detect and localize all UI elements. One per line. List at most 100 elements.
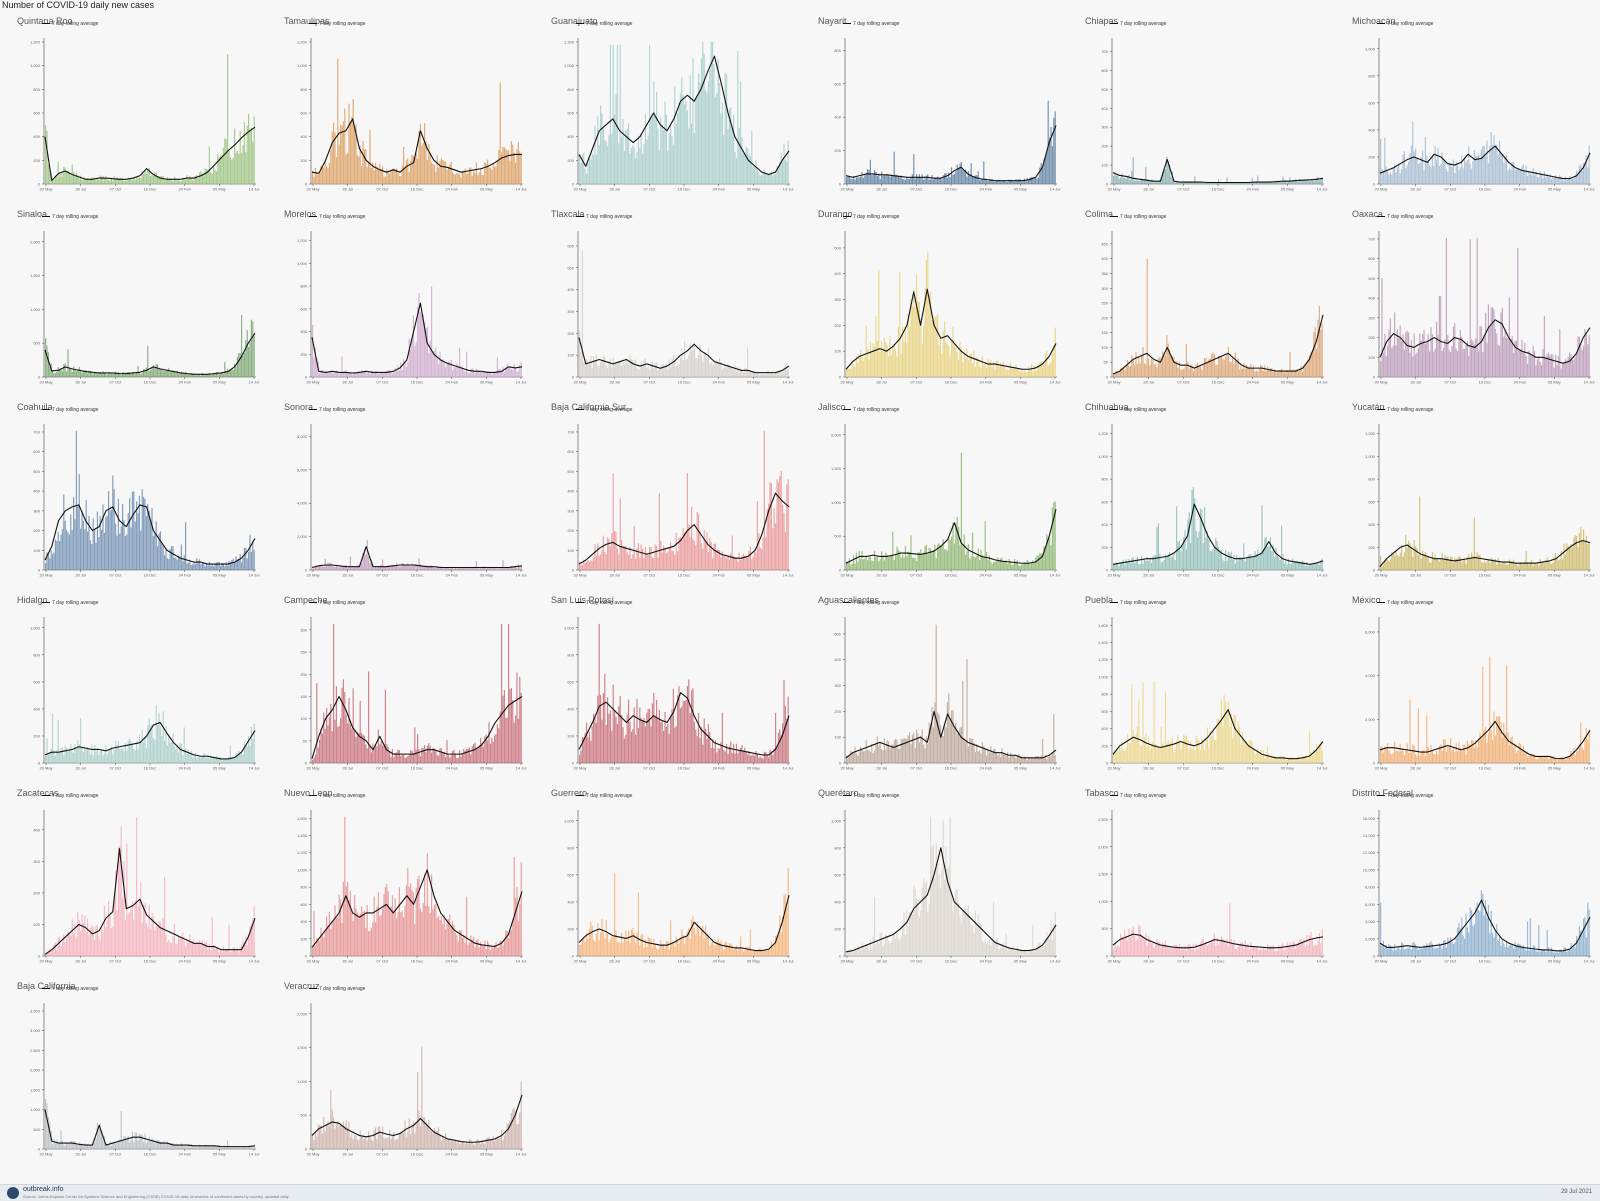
- daily-bar: [769, 749, 770, 763]
- daily-bar: [1496, 564, 1497, 570]
- x-tick-label: 05 May: [747, 380, 760, 385]
- daily-bar: [1193, 183, 1194, 184]
- daily-bar: [344, 109, 345, 185]
- daily-bar: [1450, 352, 1451, 377]
- daily-bar: [667, 724, 668, 763]
- daily-bar: [685, 359, 686, 377]
- daily-bar: [1570, 544, 1571, 570]
- daily-bar: [1179, 742, 1180, 763]
- daily-bar: [473, 937, 474, 956]
- daily-bar: [1503, 337, 1504, 377]
- daily-bar: [1478, 555, 1479, 570]
- daily-bar: [1277, 182, 1278, 184]
- daily-bar: [63, 364, 64, 377]
- daily-bar: [726, 74, 727, 184]
- daily-bar: [1043, 758, 1044, 763]
- daily-bar: [379, 744, 380, 763]
- daily-bar: [1169, 745, 1170, 763]
- x-tick-label: 24 Feb: [712, 187, 725, 192]
- daily-bar: [172, 181, 173, 184]
- daily-bar: [417, 159, 418, 184]
- daily-bar: [121, 178, 122, 184]
- daily-bar: [1387, 171, 1388, 184]
- daily-bar: [931, 320, 932, 377]
- y-tick-label: 600: [1101, 68, 1108, 73]
- daily-bar: [230, 746, 231, 763]
- x-tick-label: 05 May: [1014, 766, 1027, 771]
- daily-bar: [940, 725, 941, 763]
- daily-bar: [927, 174, 928, 184]
- daily-bar: [1405, 168, 1406, 184]
- daily-bar: [1004, 754, 1005, 763]
- daily-bar: [58, 720, 59, 763]
- daily-bar: [1038, 556, 1039, 571]
- daily-bar: [245, 548, 246, 570]
- daily-bar: [247, 747, 248, 763]
- daily-bar: [497, 948, 498, 956]
- daily-bar: [130, 909, 131, 956]
- y-tick-label: 400: [1101, 106, 1108, 111]
- daily-bar: [354, 895, 355, 956]
- x-tick-label: 14 Jul: [1584, 380, 1595, 385]
- daily-bar: [188, 375, 189, 377]
- y-tick-label: 200: [1368, 545, 1375, 550]
- daily-bar: [621, 540, 622, 570]
- daily-bar: [899, 552, 900, 570]
- daily-bar: [402, 563, 403, 570]
- daily-bar: [81, 511, 82, 570]
- daily-bar: [1301, 366, 1302, 377]
- daily-bar: [1562, 363, 1563, 377]
- daily-bar: [659, 710, 660, 763]
- daily-bars: [45, 817, 255, 956]
- daily-bar: [1252, 558, 1253, 570]
- daily-bar: [927, 554, 928, 570]
- daily-bar: [910, 744, 911, 763]
- daily-bar: [657, 371, 658, 377]
- daily-bar: [993, 562, 994, 570]
- daily-bar: [452, 370, 453, 377]
- daily-bar: [46, 739, 47, 763]
- daily-bar: [330, 372, 331, 377]
- daily-bar: [98, 537, 99, 570]
- daily-bar: [875, 172, 876, 184]
- daily-bar: [410, 750, 411, 763]
- daily-bar: [210, 172, 211, 184]
- daily-bar: [646, 368, 647, 377]
- daily-bar: [1240, 745, 1241, 763]
- daily-bar: [788, 141, 789, 184]
- daily-bar: [84, 915, 85, 956]
- daily-bar: [1156, 748, 1157, 763]
- daily-bar: [1496, 334, 1497, 377]
- daily-bar: [656, 700, 657, 763]
- y-tick-label: 600: [567, 872, 574, 877]
- legend-label: 7 day rolling average: [319, 21, 365, 27]
- daily-bar: [989, 752, 990, 763]
- daily-bar: [730, 554, 731, 570]
- daily-bar: [1260, 183, 1261, 184]
- daily-bar: [1586, 334, 1587, 377]
- daily-bar: [1507, 733, 1508, 764]
- daily-bar: [788, 370, 789, 377]
- daily-bar: [880, 179, 881, 184]
- daily-bar: [343, 882, 344, 956]
- daily-bar: [938, 714, 939, 763]
- daily-bar: [509, 931, 510, 956]
- daily-bar: [249, 129, 250, 184]
- daily-bar: [409, 887, 410, 956]
- daily-bar: [226, 562, 227, 570]
- x-tick-label: 20 May: [39, 380, 52, 385]
- daily-bar: [91, 745, 92, 763]
- daily-bar: [459, 568, 460, 570]
- daily-bar: [241, 562, 242, 570]
- daily-bar: [631, 359, 632, 377]
- daily-bar: [385, 690, 386, 763]
- daily-bar: [1182, 370, 1183, 377]
- daily-bar: [235, 753, 236, 763]
- daily-bar: [1460, 167, 1461, 184]
- daily-bar: [1008, 370, 1009, 377]
- daily-bar: [887, 174, 888, 184]
- daily-bar: [189, 176, 190, 184]
- daily-bar: [1052, 507, 1053, 570]
- x-tick-label: 16 Dec: [411, 380, 424, 385]
